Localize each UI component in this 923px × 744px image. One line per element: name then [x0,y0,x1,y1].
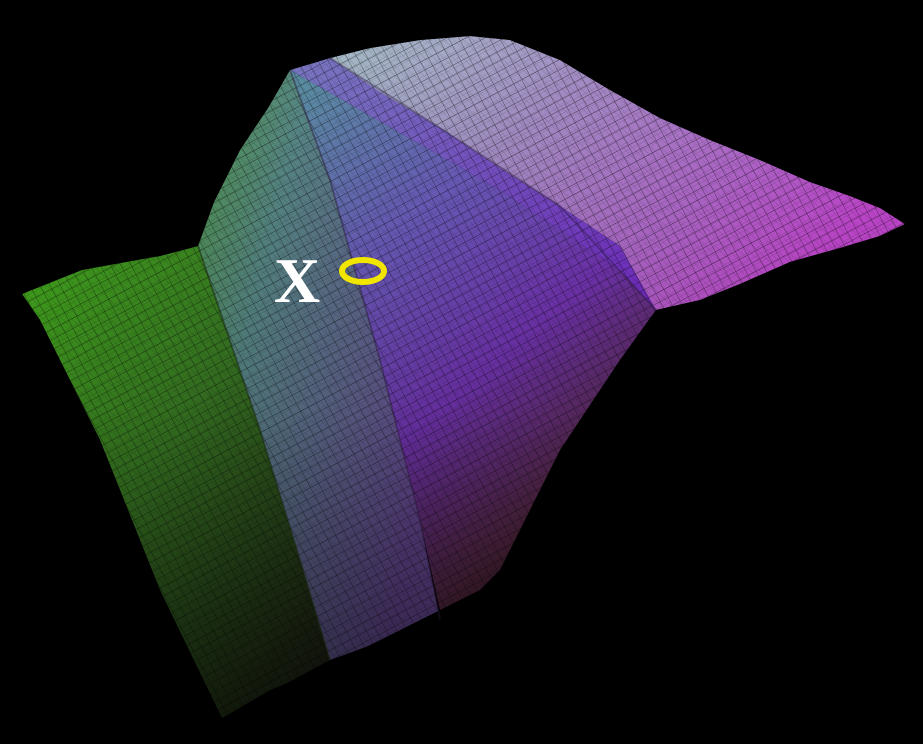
marker-x-label: X [274,245,320,316]
crease-line [329,57,657,311]
crease-line [289,69,441,621]
crease-line [197,245,331,661]
marker-ring [339,257,387,285]
